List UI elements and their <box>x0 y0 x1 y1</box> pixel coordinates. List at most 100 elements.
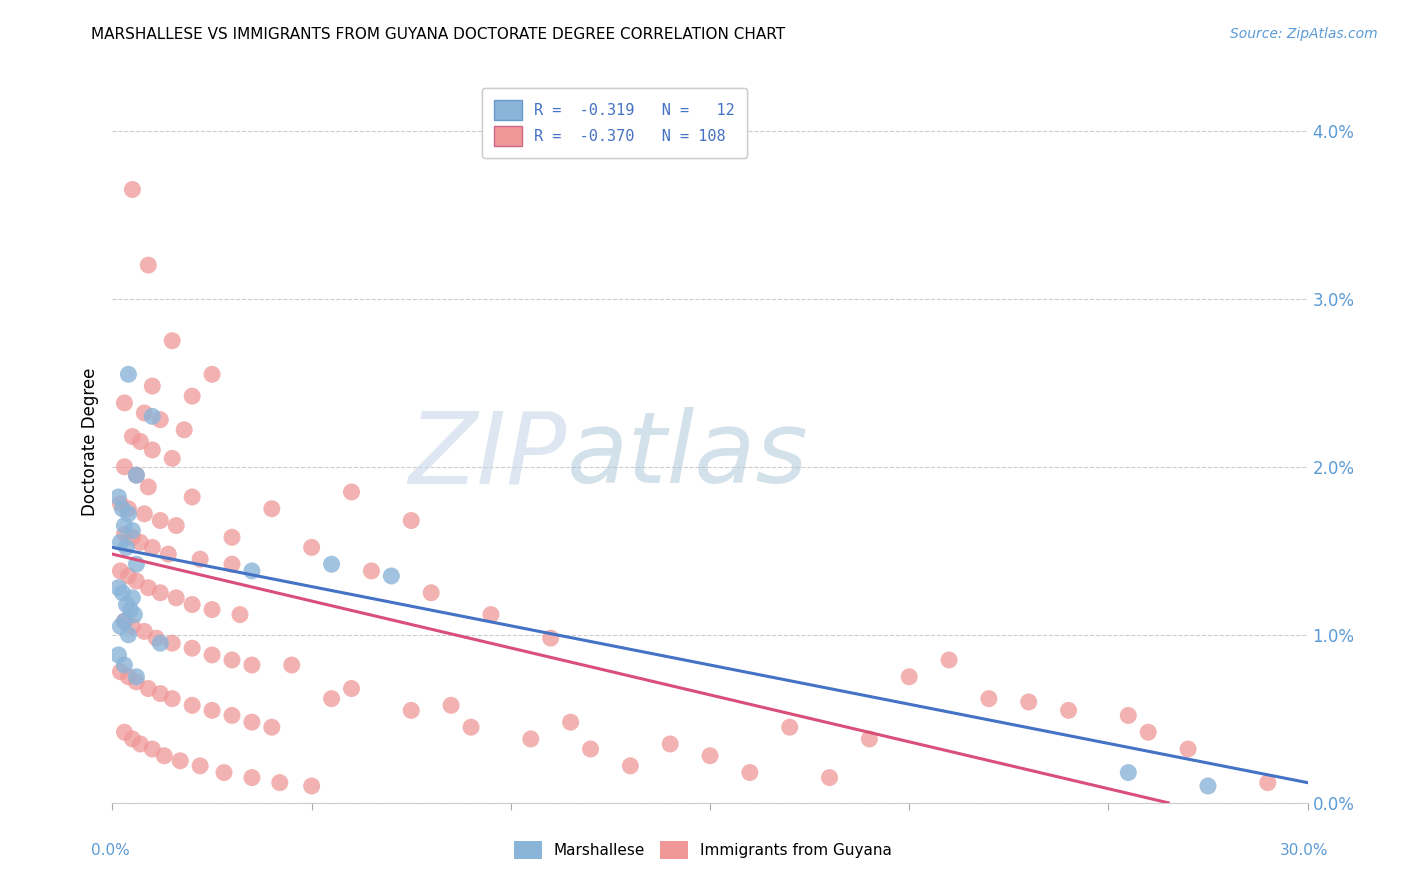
Point <box>212 765 235 780</box>
Point <box>181 698 204 713</box>
Point <box>138 681 160 696</box>
Point <box>221 558 243 572</box>
Point <box>1177 742 1199 756</box>
Point <box>141 742 163 756</box>
Point <box>173 423 195 437</box>
Point <box>114 396 135 410</box>
Point <box>141 541 163 555</box>
Point <box>121 182 143 196</box>
Point <box>1118 708 1140 723</box>
Point <box>111 586 134 600</box>
Point <box>201 368 224 382</box>
Point <box>181 389 204 403</box>
Point <box>520 731 543 746</box>
Point <box>169 754 191 768</box>
Point <box>110 665 132 679</box>
Point <box>699 748 721 763</box>
Point <box>141 379 163 393</box>
Point <box>779 720 801 734</box>
Point <box>188 759 211 773</box>
Text: 0.0%: 0.0% <box>91 843 131 858</box>
Text: atlas: atlas <box>567 408 808 505</box>
Point <box>460 720 482 734</box>
Point <box>117 368 139 382</box>
Point <box>240 715 263 730</box>
Point <box>114 459 135 474</box>
Point <box>321 558 343 572</box>
Point <box>380 569 402 583</box>
Point <box>401 514 423 528</box>
Point <box>1257 775 1279 789</box>
Point <box>114 527 135 541</box>
Point <box>121 524 143 538</box>
Text: 30.0%: 30.0% <box>1281 843 1329 858</box>
Point <box>201 602 224 616</box>
Point <box>281 658 304 673</box>
Y-axis label: Doctorate Degree: Doctorate Degree <box>80 368 98 516</box>
Point <box>738 765 761 780</box>
Point <box>162 636 183 650</box>
Point <box>1057 703 1080 717</box>
Point <box>141 442 163 457</box>
Point <box>1018 695 1040 709</box>
Point <box>221 708 243 723</box>
Point <box>125 674 148 689</box>
Point <box>117 628 139 642</box>
Point <box>188 552 211 566</box>
Point <box>149 636 172 650</box>
Point <box>579 742 602 756</box>
Point <box>938 653 960 667</box>
Point <box>121 530 143 544</box>
Point <box>138 480 160 494</box>
Point <box>134 507 156 521</box>
Point <box>221 653 243 667</box>
Point <box>269 775 291 789</box>
Point <box>1118 765 1140 780</box>
Point <box>149 687 172 701</box>
Point <box>115 541 138 555</box>
Point <box>117 569 139 583</box>
Point <box>114 615 135 629</box>
Point <box>110 564 132 578</box>
Point <box>165 518 187 533</box>
Point <box>129 434 152 449</box>
Point <box>121 731 143 746</box>
Point <box>134 406 156 420</box>
Point <box>301 779 323 793</box>
Point <box>440 698 463 713</box>
Point <box>125 468 148 483</box>
Point <box>134 624 156 639</box>
Point <box>125 670 148 684</box>
Point <box>117 501 139 516</box>
Point <box>124 607 146 622</box>
Text: MARSHALLESE VS IMMIGRANTS FROM GUYANA DOCTORATE DEGREE CORRELATION CHART: MARSHALLESE VS IMMIGRANTS FROM GUYANA DO… <box>91 27 786 42</box>
Point <box>898 670 921 684</box>
Text: ZIP: ZIP <box>408 408 567 505</box>
Legend: Marshallese, Immigrants from Guyana: Marshallese, Immigrants from Guyana <box>506 834 900 866</box>
Point <box>138 581 160 595</box>
Point <box>1197 779 1219 793</box>
Point <box>479 607 502 622</box>
Point <box>221 530 243 544</box>
Point <box>153 748 176 763</box>
Point <box>107 490 129 504</box>
Point <box>115 598 138 612</box>
Point <box>165 591 187 605</box>
Point <box>260 720 283 734</box>
Point <box>229 607 252 622</box>
Point <box>401 703 423 717</box>
Point <box>110 497 132 511</box>
Point <box>110 619 132 633</box>
Point <box>121 429 143 443</box>
Point <box>114 615 135 629</box>
Legend: R =  -0.319   N =   12, R =  -0.370   N = 108: R = -0.319 N = 12, R = -0.370 N = 108 <box>482 88 747 158</box>
Point <box>141 409 163 424</box>
Point <box>162 334 183 348</box>
Point <box>120 602 142 616</box>
Point <box>125 468 148 483</box>
Point <box>201 703 224 717</box>
Point <box>420 586 443 600</box>
Point <box>107 581 129 595</box>
Point <box>340 681 363 696</box>
Point <box>240 658 263 673</box>
